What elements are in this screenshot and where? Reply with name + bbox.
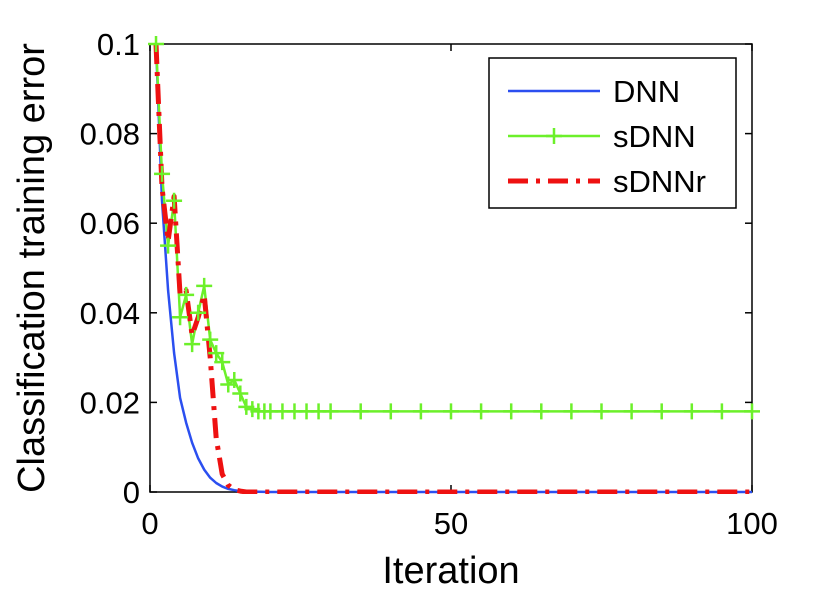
series-marker-sdnn	[160, 237, 177, 254]
series-marker-sdnn	[623, 403, 640, 420]
legend-box	[488, 57, 737, 209]
series-marker-sdnn	[208, 345, 225, 362]
y-tick-label: 0.04	[80, 296, 140, 331]
series-marker-sdnn	[172, 309, 189, 326]
series-marker-sdnn	[382, 403, 399, 420]
series-marker-sdnn	[154, 165, 171, 182]
series-marker-sdnn	[473, 403, 490, 420]
markers-layer	[148, 36, 760, 420]
x-axis-title: Iteration	[382, 550, 519, 592]
y-tick-label: 0.02	[80, 385, 140, 420]
series-marker-sdnn	[443, 403, 459, 420]
series-marker-sdnn	[593, 403, 610, 420]
legend-label-sdnnr: sDNNr	[613, 164, 706, 199]
series-marker-sdnn	[202, 331, 219, 348]
legend-marker-sdnn	[546, 128, 562, 144]
series-marker-sdnn	[196, 277, 213, 294]
series-marker-sdnn	[214, 354, 231, 371]
series-marker-sdnn	[184, 336, 201, 353]
x-tick-label: 100	[726, 506, 778, 541]
series-marker-sdnn	[533, 403, 550, 420]
y-axis-title: Classification training error	[11, 43, 53, 493]
legend-label-dnn: DNN	[613, 74, 680, 109]
series-marker-sdnn	[563, 403, 580, 420]
x-tick-label: 50	[434, 506, 468, 541]
y-tick-label: 0.1	[97, 27, 140, 62]
series-marker-sdnn	[232, 385, 249, 402]
series-marker-sdnn	[352, 403, 369, 420]
y-tick-label: 0.08	[80, 117, 140, 152]
series-marker-sdnn	[178, 286, 195, 303]
series-marker-sdnn	[190, 304, 207, 321]
series-marker-sdnn	[148, 36, 165, 52]
series-marker-sdnn	[713, 403, 730, 420]
x-tick-label: 0	[141, 506, 158, 541]
series-marker-sdnn	[653, 403, 670, 420]
y-tick-label: 0.06	[80, 206, 140, 241]
legend-label-sdnn: sDNN	[613, 119, 696, 154]
legend: DNN sDNN sDNNr	[488, 57, 737, 209]
series-marker-sdnn	[412, 403, 429, 420]
series-marker-sdnn	[503, 403, 520, 420]
series-marker-sdnn	[322, 403, 339, 420]
series-line-dnn	[154, 44, 752, 494]
series-marker-sdnn	[683, 403, 700, 420]
series-marker-sdnn	[744, 403, 760, 420]
y-tick-label: 0	[123, 475, 140, 510]
series-marker-sdnn	[226, 372, 243, 388]
axis-ticks: 0 50 100 0 0.02 0.04 0.06 0.08 0.1	[80, 27, 778, 541]
series-marker-sdnn	[166, 192, 183, 209]
